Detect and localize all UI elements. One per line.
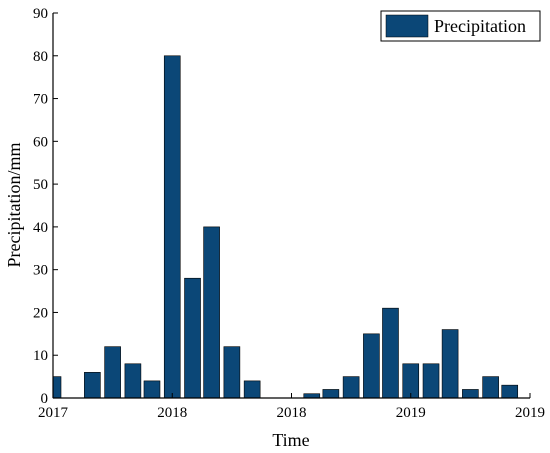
bar — [462, 389, 479, 399]
bar — [184, 277, 201, 399]
x-tick-label: 2019 — [515, 405, 545, 421]
bar — [203, 226, 220, 399]
y-tick-label: 0 — [41, 391, 49, 407]
y-tick-label: 80 — [33, 49, 48, 65]
bar — [482, 376, 499, 399]
legend: Precipitation — [380, 10, 541, 42]
y-tick-label: 20 — [33, 305, 48, 321]
y-tick-label: 10 — [33, 348, 48, 364]
bar — [382, 307, 399, 399]
bar — [163, 55, 181, 399]
x-axis-title: Time — [272, 430, 309, 450]
bar — [501, 384, 519, 399]
bar — [402, 363, 420, 399]
x-axis-ticks: 2017 2018 2018 2019 2019 — [38, 393, 545, 421]
bar — [124, 363, 142, 399]
y-tick-label: 60 — [33, 134, 48, 150]
y-axis-ticks: 0 10 20 30 40 50 60 70 80 90 — [33, 6, 58, 407]
bar — [52, 376, 62, 399]
bar — [363, 333, 380, 399]
bar — [303, 393, 321, 399]
bar — [84, 372, 101, 399]
bar — [243, 380, 261, 399]
x-tick-label: 2017 — [38, 405, 69, 421]
y-tick-label: 70 — [33, 92, 48, 108]
x-tick-label: 2018 — [157, 405, 187, 421]
legend-swatch — [385, 14, 429, 38]
bar — [322, 389, 340, 399]
y-tick-label: 50 — [33, 177, 48, 193]
bar — [422, 363, 440, 399]
legend-label: Precipitation — [434, 16, 526, 36]
bar — [104, 346, 121, 399]
y-tick-label: 30 — [33, 263, 48, 279]
bar — [342, 376, 360, 399]
x-tick-label: 2019 — [396, 405, 426, 421]
bar — [143, 380, 161, 399]
bar — [441, 329, 459, 399]
bars-group — [52, 55, 519, 399]
y-tick-label: 90 — [33, 6, 48, 22]
y-tick-label: 40 — [33, 220, 48, 236]
bar — [223, 346, 241, 399]
y-axis-title: Precipitation/mm — [4, 143, 24, 268]
x-tick-label: 2018 — [277, 405, 307, 421]
